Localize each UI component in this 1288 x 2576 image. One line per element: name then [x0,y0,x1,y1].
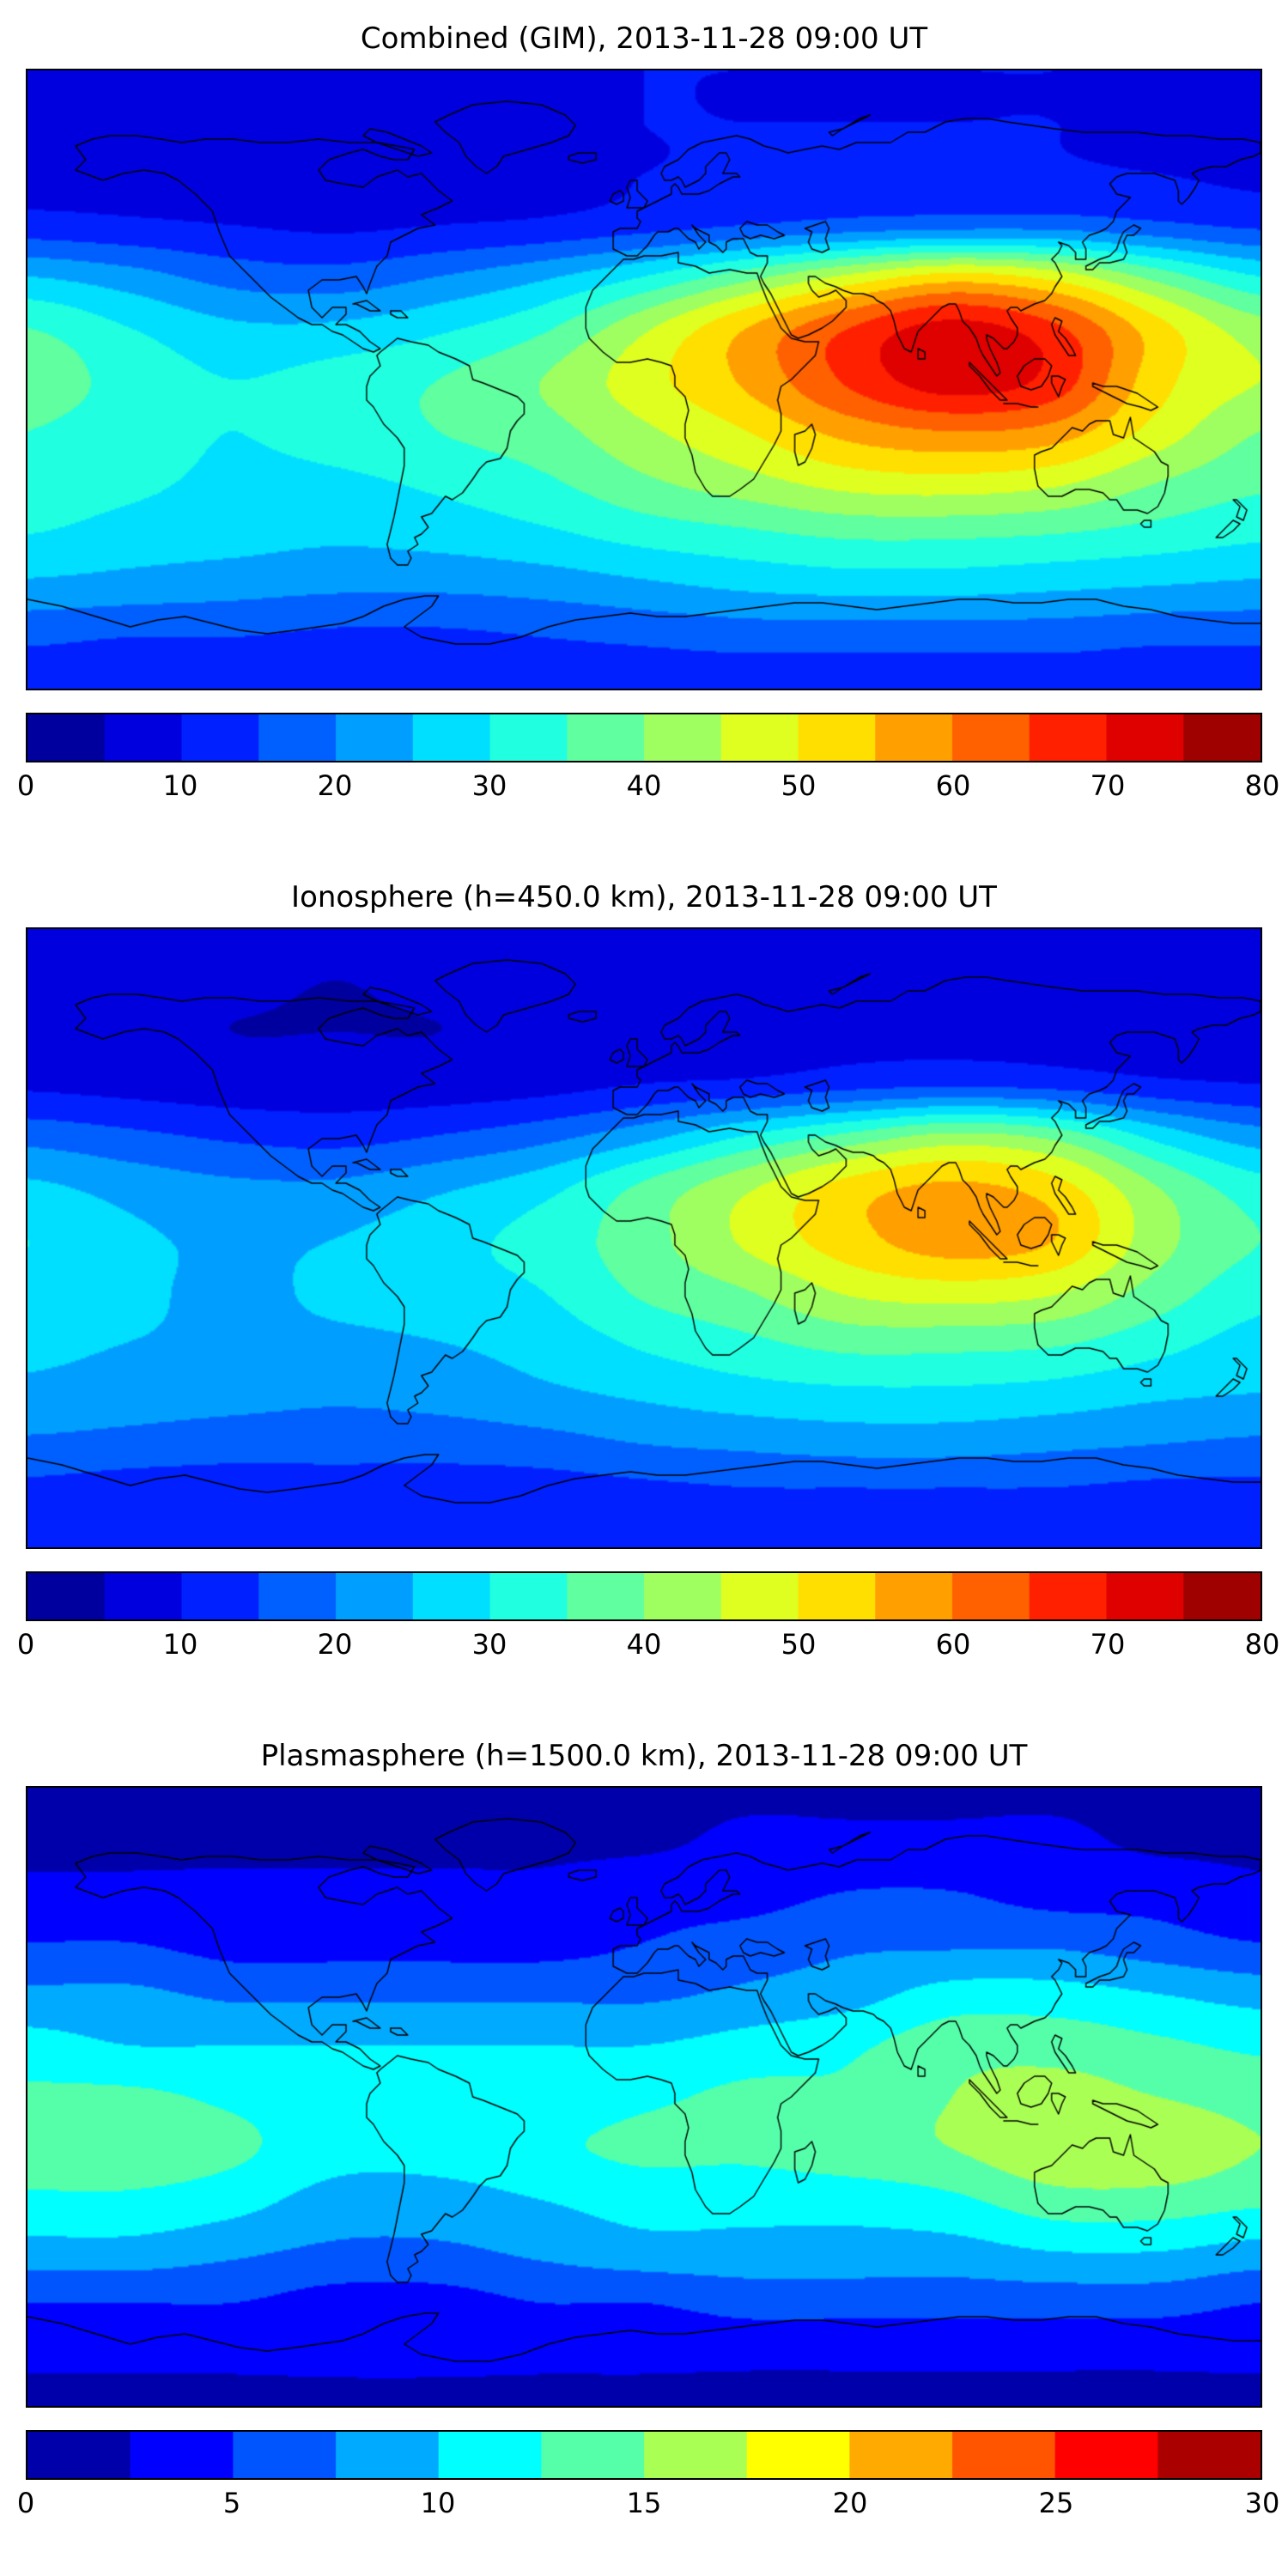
panel-ionosphere: Ionosphere (h=450.0 km), 2013-11-28 09:0… [0,859,1288,1717]
colorbar-tick-label: 30 [1244,2487,1280,2519]
colorbar-tick-label: 0 [16,1628,35,1661]
colorbar-tick-label: 25 [1038,2487,1074,2519]
panel-ionosphere-title: Ionosphere (h=450.0 km), 2013-11-28 09:0… [291,880,997,914]
colorbar-tick-label: 30 [471,1628,507,1661]
panel-combined-colorbar-ticks: 0 10 20 30 40 50 60 70 80 [17,769,1280,805]
colorbar-tick-label: 10 [162,769,198,802]
colorbar-tick-label: 50 [781,769,817,802]
panel-plasmasphere-colorbar [26,2430,1262,2480]
colorbar-tick-label: 70 [1090,1628,1126,1661]
panel-plasmasphere-title: Plasmasphere (h=1500.0 km), 2013-11-28 0… [260,1739,1028,1773]
colorbar-tick-label: 10 [162,1628,198,1661]
colorbar-tick-label: 80 [1244,1628,1280,1661]
panel-plasmasphere-colorbar-ticks: 0 5 10 15 20 25 30 [17,2487,1280,2523]
colorbar-tick-label: 5 [222,2487,241,2519]
colorbar-tick-label: 60 [935,1628,971,1661]
panel-ionosphere-colorbar-ticks: 0 10 20 30 40 50 60 70 80 [17,1628,1280,1664]
colorbar-tick-label: 20 [317,1628,353,1661]
colorbar-tick-label: 40 [626,769,662,802]
panel-combined: Combined (GIM), 2013-11-28 09:00 UT 0 10 2… [0,0,1288,859]
panel-ionosphere-tec-field-canvas [27,929,1261,1547]
colorbar-tick-label: 0 [16,2487,35,2519]
colorbar-tick-label: 80 [1244,769,1280,802]
colorbar-tick-label: 10 [420,2487,456,2519]
panel-combined-colorbar [26,713,1262,762]
colorbar-tick-label: 20 [832,2487,868,2519]
colorbar-tick-label: 50 [781,1628,817,1661]
panel-ionosphere-colorbar-canvas [27,1573,1261,1619]
panel-plasmasphere: Plasmasphere (h=1500.0 km), 2013-11-28 0… [0,1717,1288,2576]
panel-plasmasphere-colorbar-canvas [27,2432,1261,2478]
colorbar-tick-label: 30 [471,769,507,802]
panel-plasmasphere-map [26,1786,1262,2408]
panel-plasmasphere-tec-field-canvas [27,1788,1261,2406]
colorbar-tick-label: 40 [626,1628,662,1661]
panel-combined-tec-field-canvas [27,70,1261,689]
panel-ionosphere-colorbar [26,1571,1262,1621]
colorbar-tick-label: 15 [626,2487,662,2519]
colorbar-tick-label: 0 [16,769,35,802]
panel-ionosphere-map [26,927,1262,1549]
colorbar-tick-label: 20 [317,769,353,802]
colorbar-tick-label: 70 [1090,769,1126,802]
panel-combined-map [26,69,1262,690]
colorbar-tick-label: 60 [935,769,971,802]
panel-combined-colorbar-canvas [27,714,1261,761]
panel-combined-title: Combined (GIM), 2013-11-28 09:00 UT [360,21,928,56]
